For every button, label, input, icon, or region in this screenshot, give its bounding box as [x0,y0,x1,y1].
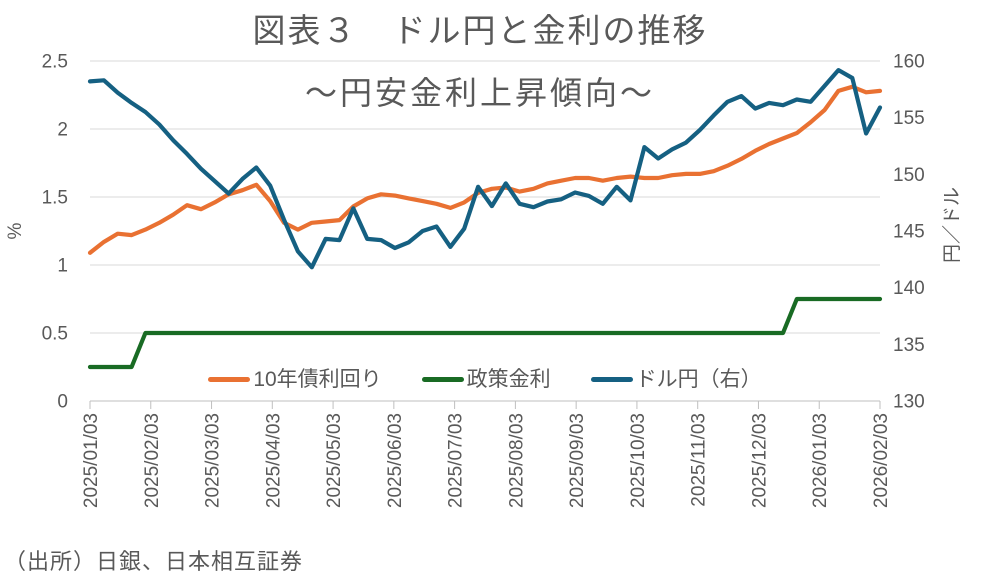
legend-label-usdjpy: ドル円（右） [635,368,762,391]
right-axis-tick-label: 135 [893,335,925,356]
right-axis-tick-label: 150 [893,165,925,186]
x-axis-tick-label: 2025/10/03 [628,413,649,508]
left-axis-title: % [5,222,26,239]
legend-swatch-usdjpy [590,377,633,382]
x-axis-tick-label: 2026/01/03 [810,413,831,508]
legend-label-10y-yield: 10年債利回り [253,368,382,391]
left-axis-tick-label: 0.5 [42,324,68,345]
x-axis-tick-label: 2025/09/03 [567,413,588,508]
right-axis-tick-label: 140 [893,278,925,299]
x-axis-tick-label: 2025/06/03 [385,413,406,508]
series-line-10y-yield [87,84,883,255]
x-axis-tick-label: 2025/07/03 [446,413,467,508]
right-axis-title: 円／ドル [941,187,963,263]
x-axis-tick-label: 2025/11/03 [689,413,710,507]
right-axis-tick-label: 145 [893,222,925,243]
x-axis-tick-label: 2025/04/03 [263,413,284,508]
series-line-policy-rate [87,296,883,370]
right-axis-tick-labels: 130 135 140 145 150 155 160 [893,52,925,413]
right-axis-tick-label: 155 [893,108,925,129]
source-note: （出所）日銀、日本相互証券 [4,549,304,574]
legend-swatch-policy-rate [421,377,464,382]
legend-item-policy-rate: 政策金利 [421,368,551,391]
right-axis-tick-label: 160 [893,52,925,73]
x-axis-tick-label: 2025/05/03 [324,413,345,508]
legend-swatch-10y-yield [208,377,251,382]
series-line-usdjpy [87,67,883,270]
right-axis-tick-label: 130 [893,392,925,413]
left-axis-tick-label: 1 [57,256,68,277]
left-axis-tick-labels: 0 0.5 1 1.5 2 2.5 [42,52,68,413]
left-axis-tick-label: 2.5 [42,52,68,73]
x-axis-tick-label: 2025/01/03 [81,413,102,508]
x-axis-tick-label: 2025/03/03 [203,413,224,508]
x-axis-tick-label: 2025/08/03 [506,413,527,508]
chart-subtitle: 〜円安金利上昇傾向〜 [304,75,655,111]
legend-item-usdjpy: ドル円（右） [590,368,762,391]
chart-title: 図表３ ドル円と金利の推移 [252,12,708,49]
legend-label-policy-rate: 政策金利 [466,368,551,391]
left-axis-tick-label: 2 [57,120,68,141]
left-axis-tick-label: 1.5 [42,188,68,209]
x-axis-tick-labels: 2025/01/03 2025/02/03 2025/03/03 2025/04/03… [81,413,892,508]
x-axis-tick-label: 2025/12/03 [749,413,770,508]
legend-item-10y-yield: 10年債利回り [208,368,382,391]
x-axis-tick-label: 2026/02/03 [871,413,892,508]
legend: 10年債利回り 政策金利 ドル円（右） [90,369,880,390]
x-axis [89,400,881,409]
x-axis-tick-label: 2025/02/03 [142,413,163,508]
left-axis-tick-label: 0 [57,392,68,413]
